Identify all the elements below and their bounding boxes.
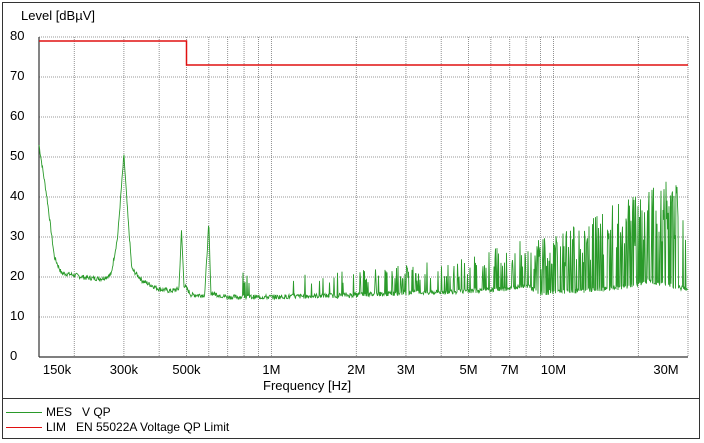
- x-tick-label: 2M: [347, 362, 366, 377]
- y-axis-label: Level [dBµV]: [21, 8, 95, 23]
- x-tick-label: 150k: [42, 362, 72, 377]
- x-tick-label: 7M: [500, 362, 519, 377]
- y-tick-label: 20: [10, 268, 25, 283]
- legend-label-lim: LIM EN 55022A Voltage QP Limit: [46, 420, 230, 434]
- x-tick-label: 10M: [540, 362, 567, 377]
- series-mes-v-qp: [38, 144, 689, 301]
- series-limit-line: [39, 40, 688, 66]
- legend-divider: [2, 398, 700, 399]
- legend-item-lim: LIM EN 55022A Voltage QP Limit: [6, 420, 229, 434]
- y-tick-label: 0: [10, 348, 18, 363]
- legend-label-mes: MES V QP: [46, 405, 111, 419]
- y-tick-label: 50: [10, 148, 25, 163]
- y-tick-label: 40: [10, 188, 25, 203]
- y-tick-label: 70: [10, 68, 25, 83]
- legend-item-mes: MES V QP: [6, 405, 111, 419]
- y-tick-label: 80: [10, 28, 25, 43]
- chart-frame: [2, 2, 700, 439]
- y-tick-label: 60: [10, 108, 25, 123]
- x-tick-label: 300k: [109, 362, 138, 377]
- x-tick-label: 3M: [396, 362, 415, 377]
- x-axis-label: Frequency [Hz]: [263, 378, 352, 393]
- legend-swatch-red: [6, 426, 42, 428]
- y-tick-label: 30: [10, 228, 25, 243]
- legend-swatch-green: [6, 411, 42, 413]
- x-tick-label: 1M: [262, 362, 281, 377]
- x-tick-label: 30M: [653, 362, 679, 377]
- y-tick-label: 10: [10, 308, 25, 323]
- x-tick-label: 500k: [172, 362, 201, 377]
- x-tick-label: 5M: [459, 362, 478, 377]
